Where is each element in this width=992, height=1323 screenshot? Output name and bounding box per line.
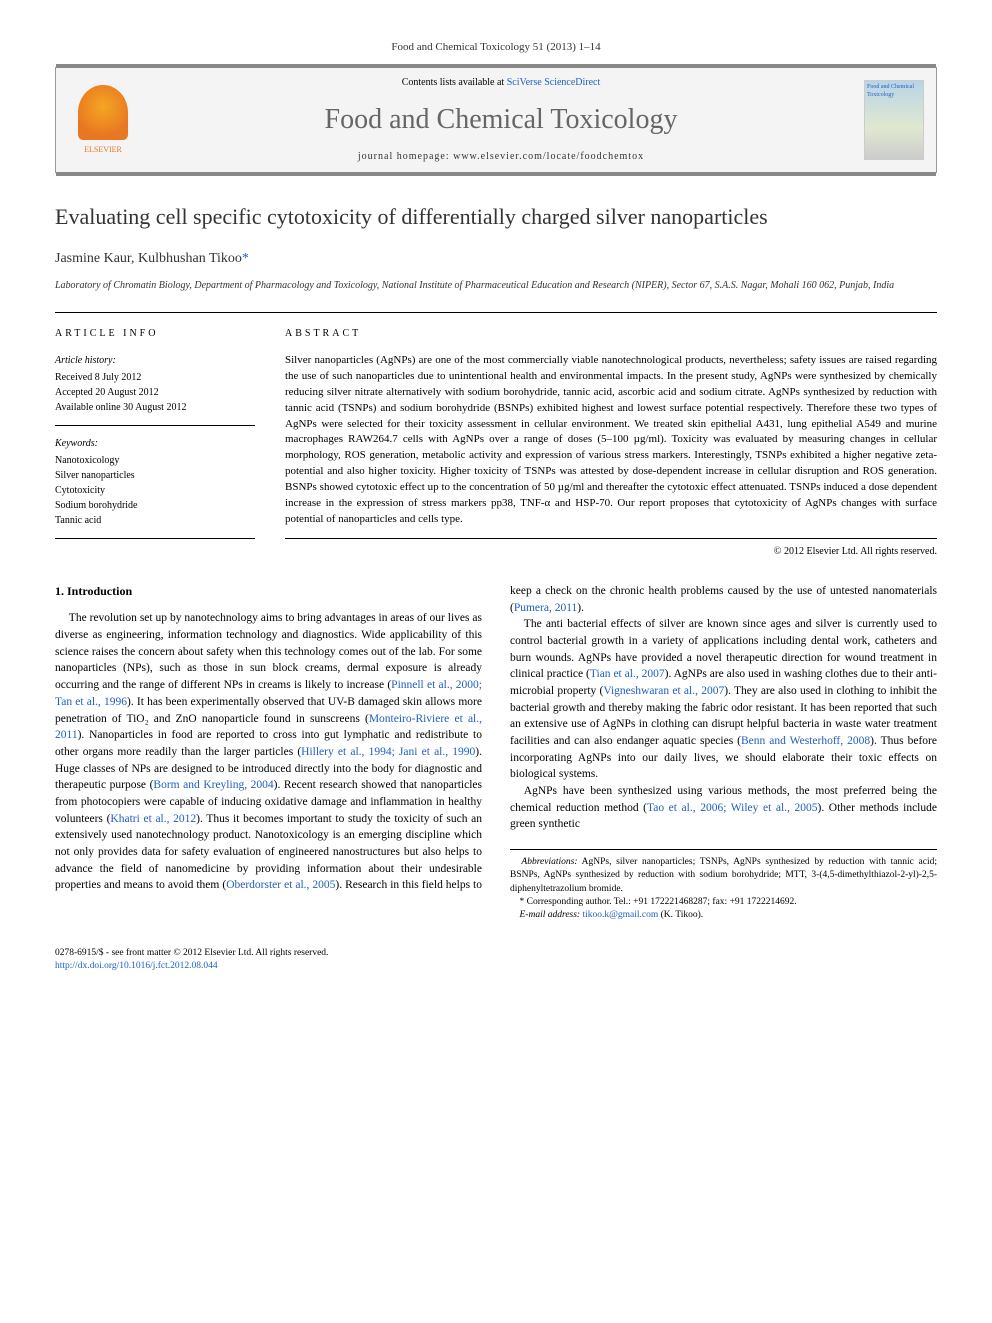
journal-reference: Food and Chemical Toxicology 51 (2013) 1… xyxy=(55,40,937,55)
doi-link[interactable]: http://dx.doi.org/10.1016/j.fct.2012.08.… xyxy=(55,961,218,971)
email-note: E-mail address: tikoo.k@gmail.com (K. Ti… xyxy=(510,909,937,922)
article-history-block: Article history: Received 8 July 2012 Ac… xyxy=(55,353,255,426)
section-heading: 1. Introduction xyxy=(55,583,482,600)
corresponding-note: * Corresponding author. Tel.: +91 172221… xyxy=(510,896,937,909)
accepted-date: Accepted 20 August 2012 xyxy=(55,385,255,400)
citation-link[interactable]: Tao et al., 2006; Wiley et al., 2005 xyxy=(647,802,818,814)
author-names: Jasmine Kaur, Kulbhushan Tikoo xyxy=(55,251,242,266)
authors: Jasmine Kaur, Kulbhushan Tikoo* xyxy=(55,249,937,269)
article-info: ARTICLE INFO Article history: Received 8… xyxy=(55,327,255,559)
online-date: Available online 30 August 2012 xyxy=(55,400,255,415)
keyword: Silver nanoparticles xyxy=(55,468,255,483)
citation-link[interactable]: Tian et al., 2007 xyxy=(590,668,665,680)
abstract-copyright: © 2012 Elsevier Ltd. All rights reserved… xyxy=(285,545,937,559)
citation-link[interactable]: Vigneshwaran et al., 2007 xyxy=(603,685,724,697)
keyword: Nanotoxicology xyxy=(55,453,255,468)
footer-left: 0278-6915/$ - see front matter © 2012 El… xyxy=(55,947,328,974)
issn-line: 0278-6915/$ - see front matter © 2012 El… xyxy=(55,947,328,960)
contents-prefix: Contents lists available at xyxy=(402,77,507,88)
keyword: Sodium borohydride xyxy=(55,498,255,513)
email-link[interactable]: tikoo.k@gmail.com xyxy=(582,910,658,920)
citation-link[interactable]: Pumera, 2011 xyxy=(514,602,577,614)
section-number: 1. xyxy=(55,584,64,598)
article-title: Evaluating cell specific cytotoxicity of… xyxy=(55,203,937,232)
sciencedirect-link[interactable]: SciVerse ScienceDirect xyxy=(507,77,601,88)
keyword: Cytotoxicity xyxy=(55,483,255,498)
affiliation: Laboratory of Chromatin Biology, Departm… xyxy=(55,279,937,292)
received-date: Received 8 July 2012 xyxy=(55,370,255,385)
citation-link[interactable]: Borm and Kreyling, 2004 xyxy=(153,779,273,791)
elsevier-tree-icon xyxy=(78,85,128,140)
header-center: Contents lists available at SciVerse Sci… xyxy=(138,76,864,163)
citation-link[interactable]: Benn and Westerhoff, 2008 xyxy=(741,735,870,747)
page-footer: 0278-6915/$ - see front matter © 2012 El… xyxy=(55,947,937,974)
abstract-heading: ABSTRACT xyxy=(285,327,937,341)
abstract-text: Silver nanoparticles (AgNPs) are one of … xyxy=(285,353,937,539)
citation-link[interactable]: Oberdorster et al., 2005 xyxy=(226,879,335,891)
citation-link[interactable]: Khatri et al., 2012 xyxy=(110,813,196,825)
keywords-heading: Keywords: xyxy=(55,436,255,451)
homepage-url: www.elsevier.com/locate/foodchemtox xyxy=(453,151,644,162)
abstract-column: ABSTRACT Silver nanoparticles (AgNPs) ar… xyxy=(285,327,937,559)
corresponding-mark-link[interactable]: * xyxy=(242,251,249,266)
body-text: 1. Introduction The revolution set up by… xyxy=(55,583,937,923)
keyword: Tannic acid xyxy=(55,513,255,528)
citation-link[interactable]: Hillery et al., 1994; Jani et al., 1990 xyxy=(301,746,475,758)
footnotes: Abbreviations: AgNPs, silver nanoparticl… xyxy=(510,849,937,922)
info-abstract-row: ARTICLE INFO Article history: Received 8… xyxy=(55,312,937,559)
publisher-logo: ELSEVIER xyxy=(68,80,138,160)
abbreviations-note: Abbreviations: AgNPs, silver nanoparticl… xyxy=(510,856,937,896)
body-paragraph: AgNPs have been synthesized using variou… xyxy=(510,783,937,833)
keywords-block: Keywords: Nanotoxicology Silver nanopart… xyxy=(55,436,255,539)
homepage-line: journal homepage: www.elsevier.com/locat… xyxy=(138,150,864,164)
section-title: Introduction xyxy=(67,584,132,598)
journal-header: ELSEVIER Contents lists available at Sci… xyxy=(55,67,937,172)
contents-line: Contents lists available at SciVerse Sci… xyxy=(138,76,864,90)
body-paragraph: The anti bacterial effects of silver are… xyxy=(510,616,937,783)
journal-name: Food and Chemical Toxicology xyxy=(138,100,864,139)
homepage-prefix: journal homepage: xyxy=(358,151,453,162)
history-heading: Article history: xyxy=(55,353,255,368)
publisher-name: ELSEVIER xyxy=(84,144,122,155)
article-info-heading: ARTICLE INFO xyxy=(55,327,255,341)
journal-cover-thumb: Food and Chemical Toxicology xyxy=(864,80,924,160)
